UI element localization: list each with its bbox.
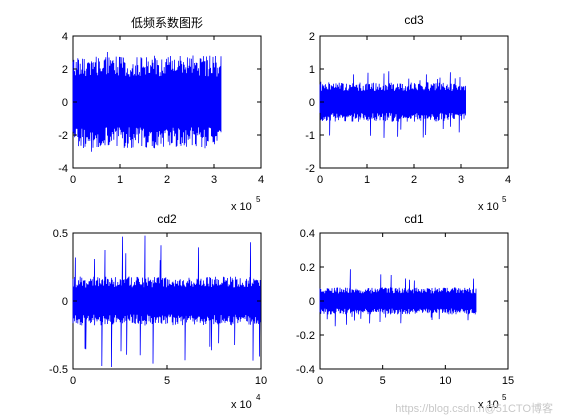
plot-area-1	[72, 35, 262, 169]
x-tick-label: 1	[117, 174, 123, 186]
x-tick-label: 0	[70, 375, 76, 387]
y-tick-label: -0.4	[296, 364, 315, 376]
x-tick-label: 3	[211, 174, 217, 186]
subplot-3-title: cd2	[157, 212, 177, 226]
plot-area-2	[319, 35, 509, 169]
subplot-4: cd1 0 5 10 15 0.4 0.2 0 -0.2 -0.4 x 10 5	[296, 212, 514, 411]
subplot-4-xticks: 0 5 10 15	[317, 233, 514, 387]
subplot-1: 低频系数图形 0 1 2 3 4 4 2 0 -2 -4 x 10 5	[58, 15, 264, 213]
x-tick-label: 3	[458, 174, 464, 186]
y-tick-label: -0.5	[49, 364, 68, 376]
y-tick-label: -2	[305, 163, 315, 175]
subplot-4-title: cd1	[404, 212, 424, 226]
plot-area-3	[72, 232, 262, 370]
y-tick-label: -1	[305, 130, 315, 142]
subplot-3-yticks: 0.5 0 -0.5	[49, 228, 261, 376]
y-tick-label: 2	[309, 31, 315, 43]
y-tick-label: 0	[309, 296, 315, 308]
subplot-3: cd2 0 5 10 0.50-0.5 x 10 4	[49, 212, 267, 411]
x-tick-label: 5	[164, 375, 170, 387]
subplot-2-x-exponent-base: x 10	[478, 201, 499, 213]
subplot-1-title: 低频系数图形	[131, 15, 203, 30]
x-tick-label: 2	[164, 174, 170, 186]
x-tick-label: 2	[411, 174, 417, 186]
y-tick-label: 4	[62, 31, 68, 43]
subplot-4-x-exponent-base: x 10	[478, 399, 499, 411]
x-tick-label: 0	[70, 174, 76, 186]
signal-series	[72, 235, 261, 368]
x-tick-label: 10	[255, 375, 267, 387]
x-tick-label: 0	[317, 375, 323, 387]
y-tick-label: 0.5	[53, 228, 68, 240]
y-tick-label: -2	[58, 130, 68, 142]
x-tick-label: 1	[364, 174, 370, 186]
signal-series	[72, 51, 222, 152]
subplot-1-xticks: 0 1 2 3 4	[70, 36, 264, 186]
y-tick-label: -4	[58, 163, 68, 175]
x-tick-label: 15	[502, 375, 514, 387]
x-tick-label: 0	[317, 174, 323, 186]
subplot-2-yticks: 2 1 0 -1 -2	[305, 31, 508, 175]
y-tick-label: 1	[309, 64, 315, 76]
plot-area-4	[319, 232, 509, 370]
signal-series	[319, 269, 477, 327]
subplot-4-x-exponent-power: 5	[502, 393, 507, 402]
y-tick-label: 0.4	[300, 228, 315, 240]
subplot-2-xticks: 0 1 2 3 4	[317, 36, 511, 186]
y-tick-label: 0.2	[300, 262, 315, 274]
subplot-2: cd3 0 1 2 3 4 2 1 0 -1 -2 x 10 5	[305, 13, 511, 213]
x-tick-label: 4	[258, 174, 264, 186]
x-tick-label: 5	[380, 375, 386, 387]
y-tick-label: -0.2	[296, 330, 315, 342]
subplot-3-x-exponent-base: x 10	[231, 399, 252, 411]
subplot-3-xticks: 0 5 10	[70, 233, 267, 387]
subplot-1-x-exponent-base: x 10	[231, 201, 252, 213]
watermark-text: https://blog.csdn.n@51CTO博客	[395, 403, 553, 415]
subplot-2-title: cd3	[404, 13, 424, 27]
signal-series	[319, 71, 466, 138]
x-tick-label: 10	[439, 375, 451, 387]
subplot-2-x-exponent-power: 5	[502, 195, 507, 204]
y-tick-label: 0	[62, 97, 68, 109]
y-tick-label: 0	[62, 296, 68, 308]
subplot-4-yticks: 0.4 0.2 0 -0.2 -0.4	[296, 228, 508, 376]
subplot-1-x-exponent-power: 5	[256, 195, 261, 204]
y-tick-label: 2	[62, 64, 68, 76]
x-tick-label: 4	[505, 174, 511, 186]
subplot-3-x-exponent-power: 4	[256, 393, 261, 402]
subplot-1-yticks: 4 2 0 -2 -4	[58, 31, 261, 175]
y-tick-label: 0	[309, 97, 315, 109]
